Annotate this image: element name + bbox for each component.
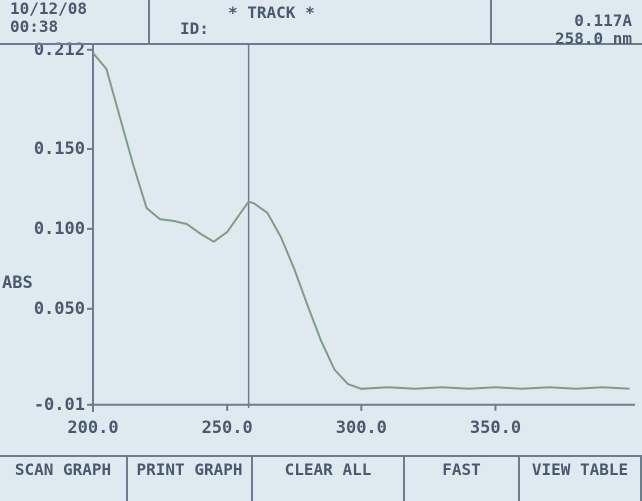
data-line xyxy=(92,52,630,390)
y-tick-label: 0.100 xyxy=(34,219,85,239)
y-tick-label: 0.050 xyxy=(34,299,85,319)
id-label: ID: xyxy=(180,19,209,38)
softkey[interactable]: CLEAR ALL xyxy=(253,457,405,501)
wavelength: 258.0 nm xyxy=(554,29,632,48)
softkey[interactable]: FAST xyxy=(405,457,520,501)
x-tick-label: 250.0 xyxy=(202,418,253,438)
softkeys: SCAN GRAPH PRINT GRAPH CLEAR ALL FAST VIEW T… xyxy=(0,455,642,501)
x-tick-label: 350.0 xyxy=(470,418,521,438)
time: 00:38 xyxy=(10,17,59,36)
x-tick-label: 300.0 xyxy=(336,418,387,438)
header: 10/12/08 00:38 ID: * TRACK * 0.117A 258.… xyxy=(0,0,642,48)
date: 10/12/08 xyxy=(10,0,88,18)
datetime: 10/12/08 00:38 xyxy=(0,0,150,43)
softkey[interactable]: PRINT GRAPH xyxy=(128,457,253,501)
y-tick-label: -0.01 xyxy=(34,395,85,415)
mode: * TRACK * xyxy=(228,3,315,22)
softkey[interactable]: SCAN GRAPH xyxy=(0,457,128,501)
absorbance: 0.117A xyxy=(574,11,632,30)
y-tick-label: 0.150 xyxy=(34,139,85,159)
readout: 0.117A 258.0 nm xyxy=(490,0,642,48)
x-tick-label: 200.0 xyxy=(67,418,118,438)
y-axis-label: ABS xyxy=(2,273,33,293)
softkey[interactable]: VIEW TABLE xyxy=(520,457,642,501)
